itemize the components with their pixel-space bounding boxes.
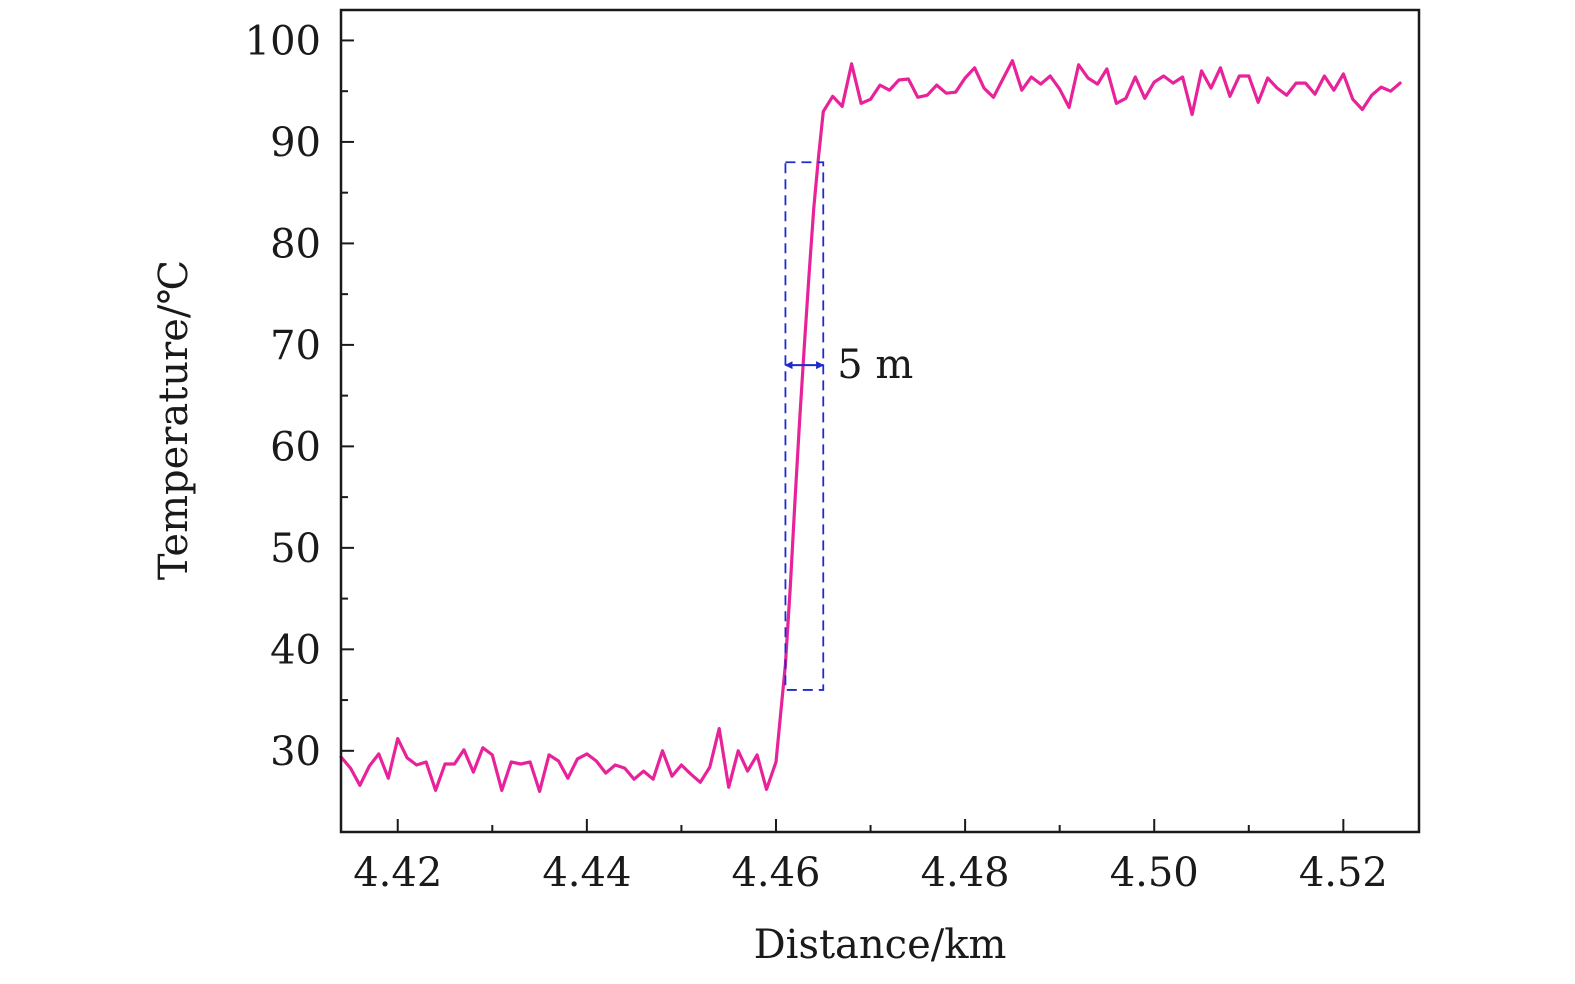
y-tick-label: 80 bbox=[270, 221, 321, 267]
transition-region-box bbox=[784, 161, 825, 691]
y-tick-label: 100 bbox=[245, 18, 321, 64]
width-annotation-label: 5 m bbox=[837, 342, 913, 388]
x-tick-label: 4.52 bbox=[1299, 850, 1388, 896]
y-tick-label: 70 bbox=[270, 323, 321, 369]
y-tick-label: 60 bbox=[270, 424, 321, 470]
y-tick-label: 90 bbox=[270, 120, 321, 166]
axes: 4.42 4.44 4.46 4.48 4.50 4.52 30 40 50 60 70 80 90 10… bbox=[245, 8, 1421, 896]
x-axis-label: Distance/km bbox=[754, 922, 1007, 968]
y-axis-label: Temperature/℃ bbox=[151, 260, 197, 580]
plot-frame bbox=[339, 8, 1421, 834]
x-tick-label: 4.50 bbox=[1110, 850, 1199, 896]
temperature-series-line bbox=[339, 59, 1402, 794]
x-tick-label: 4.44 bbox=[542, 850, 631, 896]
y-tick-label: 30 bbox=[270, 729, 321, 775]
plot-area: 5 m bbox=[339, 59, 1402, 794]
y-tick-label: 50 bbox=[270, 526, 321, 572]
y-tick-label: 40 bbox=[270, 627, 321, 673]
x-tick-label: 4.46 bbox=[731, 850, 820, 896]
x-tick-label: 4.48 bbox=[921, 850, 1010, 896]
x-tick-label: 4.42 bbox=[353, 850, 442, 896]
